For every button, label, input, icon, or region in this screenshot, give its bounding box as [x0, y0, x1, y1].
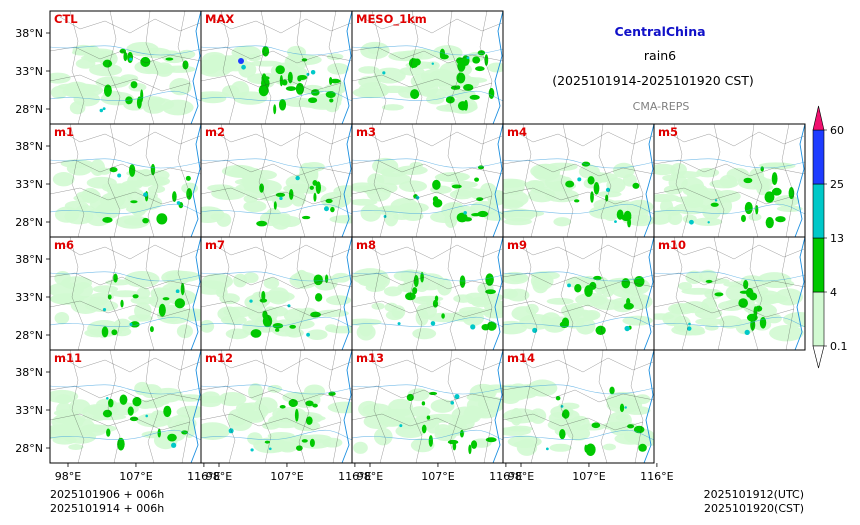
valid-time-cst: 2025101920(CST)	[704, 502, 804, 515]
colorbar-segment	[812, 291, 825, 347]
map-panel-m5: m5	[653, 123, 806, 238]
region-title: CentralChina	[614, 24, 705, 39]
panel-label: CTL	[54, 12, 78, 26]
panel-label: m2	[205, 125, 225, 139]
panel-label: m6	[54, 238, 74, 252]
y-tick-label: 28°N	[15, 442, 43, 455]
valid-time-utc: 2025101912(UTC)	[704, 488, 804, 501]
x-tick-label: 116°E	[489, 470, 522, 483]
y-tick-label: 38°N	[15, 27, 43, 40]
panel-label: m8	[356, 238, 376, 252]
panel-label: MESO_1km	[356, 12, 427, 27]
panel-label: m11	[54, 351, 82, 365]
colorbar-level-label: 60	[830, 124, 844, 137]
panel-label: m9	[507, 238, 527, 252]
system-label: CMA-REPS	[633, 100, 690, 113]
map-panel-MAX: MAX	[200, 10, 353, 125]
x-tick-label: 107°E	[119, 470, 152, 483]
panel-label: m1	[54, 125, 74, 139]
panel-label: m5	[658, 125, 678, 139]
map-panel-m14: m14	[502, 349, 655, 464]
y-tick-label: 33°N	[15, 291, 43, 304]
map-panel-m13: m13	[351, 349, 504, 464]
colorbar-segment	[812, 183, 825, 239]
x-tick-label: 116°E	[187, 470, 220, 483]
x-tick-label: 116°E	[338, 470, 371, 483]
panel-label: m13	[356, 351, 384, 365]
x-tick-label: 116°E	[640, 470, 673, 483]
colorbar-under-arrow	[812, 345, 825, 369]
x-tick-label: 107°E	[421, 470, 454, 483]
map-panel-m8: m8	[351, 236, 504, 351]
map-panel-m10: m10	[653, 236, 806, 351]
map-panel-m11: m11	[49, 349, 202, 464]
colorbar-segment	[812, 237, 825, 293]
map-panel-m7: m7	[200, 236, 353, 351]
x-tick-label: 107°E	[572, 470, 605, 483]
colorbar-level-label: 25	[830, 178, 844, 191]
panel-label: m10	[658, 238, 686, 252]
colorbar: 0.1 4 13 25 60	[812, 105, 848, 369]
x-tick-label: 98°E	[508, 470, 534, 483]
map-axes: 38°N 33°N 28°N 38°N 33°N 28°N 38°N 33°N 28°N 38°N…	[15, 27, 673, 483]
colorbar-over-arrow	[812, 105, 825, 131]
y-tick-label: 38°N	[15, 140, 43, 153]
y-tick-label: 28°N	[15, 329, 43, 342]
colorbar-level-label: 4	[830, 286, 837, 299]
x-tick-label: 98°E	[55, 470, 81, 483]
colorbar-segment	[812, 129, 825, 185]
y-tick-label: 33°N	[15, 404, 43, 417]
map-panel-m2: m2	[200, 123, 353, 238]
map-panel-m12: m12	[200, 349, 353, 464]
y-tick-label: 28°N	[15, 103, 43, 116]
map-panel-CTL: CTL	[49, 10, 202, 125]
panel-label: m3	[356, 125, 376, 139]
map-panel-m9: m9	[502, 236, 655, 351]
y-tick-label: 38°N	[15, 253, 43, 266]
y-tick-label: 28°N	[15, 216, 43, 229]
map-panels: CTL MAX MESO_1km m1 m2 m3 m4 m5 m6 m7 m8 m9 m10 m11 m1…	[49, 10, 806, 464]
panel-label: m14	[507, 351, 535, 365]
panel-label: m7	[205, 238, 225, 252]
colorbar-level-label: 0.1	[830, 340, 848, 353]
y-tick-label: 38°N	[15, 366, 43, 379]
variable-label: rain6	[644, 48, 676, 63]
x-tick-label: 107°E	[270, 470, 303, 483]
map-panel-m6: m6	[49, 236, 202, 351]
init-time-cst: 2025101914 + 006h	[50, 502, 164, 515]
y-tick-label: 33°N	[15, 65, 43, 78]
panel-label: m4	[507, 125, 527, 139]
init-time-utc: 2025101906 + 006h	[50, 488, 164, 501]
map-panel-m4: m4	[502, 123, 655, 238]
panel-label: m12	[205, 351, 233, 365]
y-tick-label: 33°N	[15, 178, 43, 191]
period-label: (2025101914-2025101920 CST)	[552, 73, 754, 88]
map-panel-MESO_1km: MESO_1km	[351, 10, 504, 125]
x-tick-label: 98°E	[357, 470, 383, 483]
x-tick-label: 98°E	[206, 470, 232, 483]
colorbar-level-label: 13	[830, 232, 844, 245]
panel-label: MAX	[205, 12, 234, 26]
map-panel-m3: m3	[351, 123, 504, 238]
map-panel-m1: m1	[49, 123, 202, 238]
